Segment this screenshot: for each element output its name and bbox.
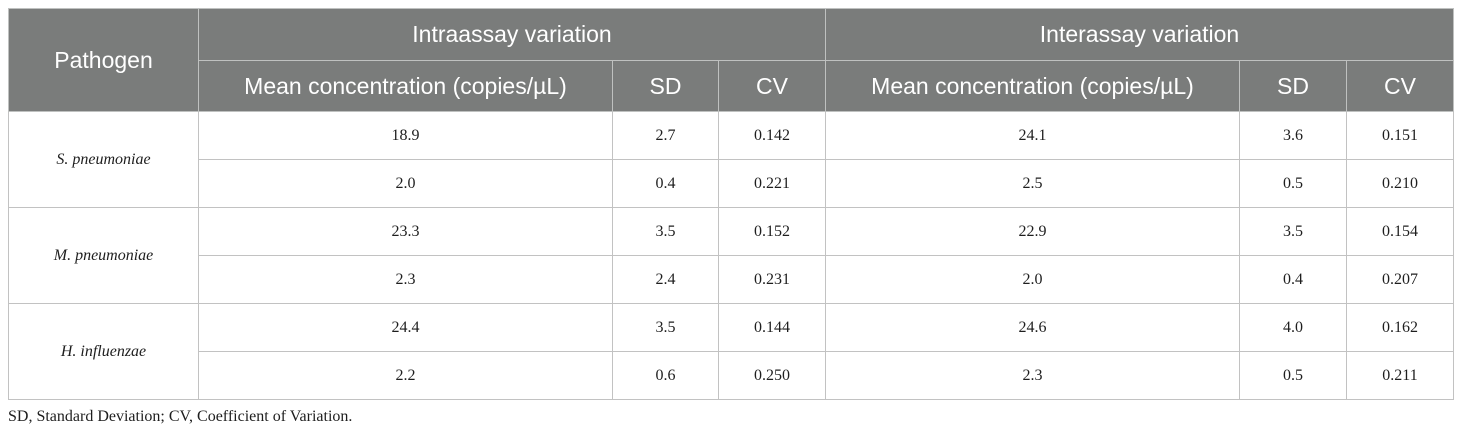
intra-sd-cell: 2.7 [612, 111, 719, 160]
pathogen-cell: H. influenzae [8, 303, 199, 400]
intra-cv-cell: 0.142 [718, 111, 826, 160]
header-pathogen: Pathogen [8, 8, 199, 112]
intra-sd-cell: 2.4 [612, 255, 719, 304]
intra-mean-cell: 2.0 [198, 159, 613, 208]
intra-mean-cell: 24.4 [198, 303, 613, 352]
inter-mean-cell: 2.0 [825, 255, 1240, 304]
inter-mean-cell: 22.9 [825, 207, 1240, 256]
inter-sd-cell: 0.5 [1239, 351, 1347, 400]
inter-mean-cell: 24.1 [825, 111, 1240, 160]
header-inter-cv: CV [1346, 60, 1454, 112]
intra-mean-cell: 18.9 [198, 111, 613, 160]
table-row: H. influenzae 24.4 3.5 0.144 24.6 4.0 0.… [8, 303, 1454, 400]
inter-sd-cell: 4.0 [1239, 303, 1347, 352]
intra-cv-cell: 0.221 [718, 159, 826, 208]
intra-cv-cell: 0.250 [718, 351, 826, 400]
inter-sd-cell: 3.6 [1239, 111, 1347, 160]
inter-sd-cell: 3.5 [1239, 207, 1347, 256]
table-row: 2.2 0.6 0.250 2.3 0.5 0.211 [9, 351, 1454, 400]
intra-cv-cell: 0.144 [718, 303, 826, 352]
header-interassay-variation: Interassay variation [825, 8, 1454, 61]
intra-cv-cell: 0.152 [718, 207, 826, 256]
intra-mean-cell: 2.3 [198, 255, 613, 304]
intra-sd-cell: 0.4 [612, 159, 719, 208]
table-row: M. pneumoniae 23.3 3.5 0.152 22.9 3.5 0.… [8, 207, 1454, 304]
inter-cv-cell: 0.211 [1346, 351, 1454, 400]
inter-mean-cell: 2.3 [825, 351, 1240, 400]
inter-cv-cell: 0.207 [1346, 255, 1454, 304]
inter-sd-cell: 0.5 [1239, 159, 1347, 208]
table-row: 2.0 0.4 0.221 2.5 0.5 0.210 [9, 159, 1454, 208]
inter-cv-cell: 0.162 [1346, 303, 1454, 352]
inter-cv-cell: 0.154 [1346, 207, 1454, 256]
table-footnote: SD, Standard Deviation; CV, Coefficient … [8, 408, 353, 425]
inter-sd-cell: 0.4 [1239, 255, 1347, 304]
intra-sd-cell: 3.5 [612, 303, 719, 352]
inter-cv-cell: 0.210 [1346, 159, 1454, 208]
header-intra-sd: SD [612, 60, 719, 112]
inter-mean-cell: 24.6 [825, 303, 1240, 352]
pathogen-cell: S. pneumoniae [8, 111, 199, 208]
pathogen-cell: M. pneumoniae [8, 207, 199, 304]
intra-cv-cell: 0.231 [718, 255, 826, 304]
variation-table: Pathogen Intraassay variation Interassay… [8, 8, 1454, 400]
inter-cv-cell: 0.151 [1346, 111, 1454, 160]
intra-mean-cell: 23.3 [198, 207, 613, 256]
header-inter-sd: SD [1239, 60, 1347, 112]
inter-mean-cell: 2.5 [825, 159, 1240, 208]
header-inter-mean-concentration: Mean concentration (copies/µL) [825, 60, 1240, 112]
header-intra-cv: CV [718, 60, 826, 112]
table-row: 2.3 2.4 0.231 2.0 0.4 0.207 [9, 255, 1454, 304]
header-intraassay-variation: Intraassay variation [198, 8, 826, 61]
intra-sd-cell: 3.5 [612, 207, 719, 256]
intra-mean-cell: 2.2 [198, 351, 613, 400]
header-intra-mean-concentration: Mean concentration (copies/µL) [198, 60, 613, 112]
table-row: S. pneumoniae 18.9 2.7 0.142 24.1 3.6 0.… [8, 111, 1454, 208]
intra-sd-cell: 0.6 [612, 351, 719, 400]
